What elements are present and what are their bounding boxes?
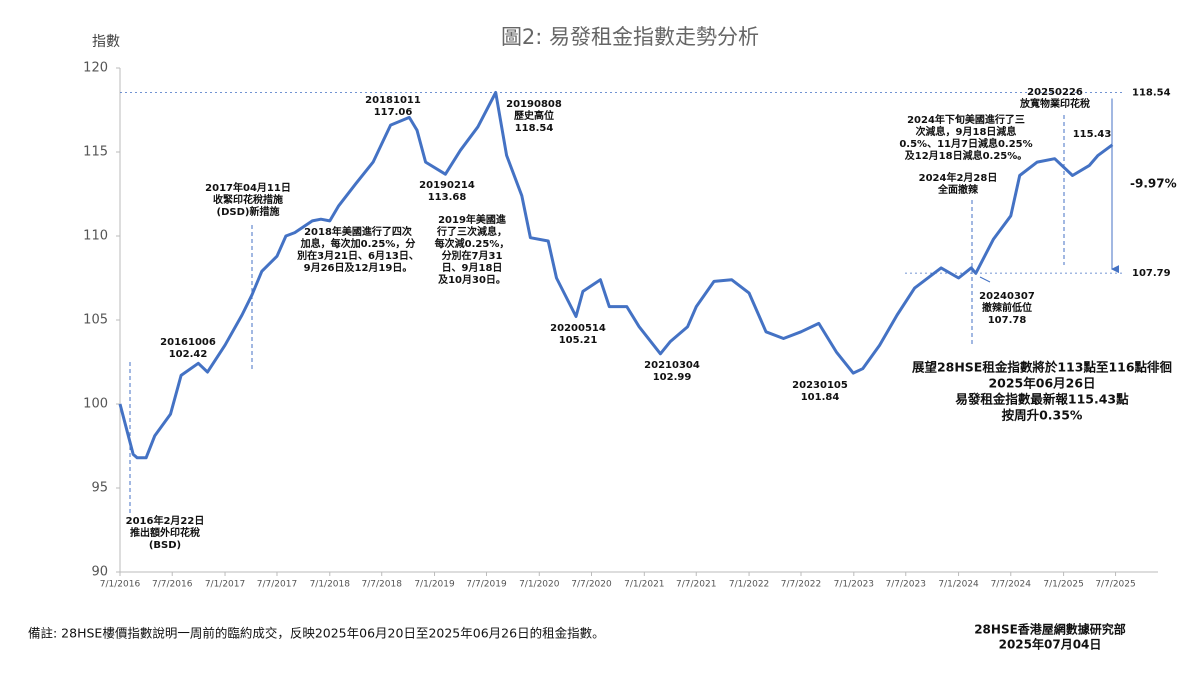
annotation: 118.54: [515, 123, 554, 134]
x-tick-label: 7/7/2022: [781, 580, 821, 590]
x-tick-label: 7/1/2019: [414, 580, 455, 590]
x-tick-label: 7/1/2023: [834, 580, 874, 590]
x-tick-label: 7/1/2018: [310, 580, 351, 590]
x-tick-label: 7/7/2025: [1095, 580, 1135, 590]
x-tick-label: 7/7/2024: [991, 580, 1032, 590]
annotation: 20210304: [644, 360, 700, 371]
annotation: 102.42: [169, 349, 208, 360]
annotation: 次減息，9月18日減息: [916, 125, 1017, 138]
outlook: 易發租金指數最新報115.43點: [955, 392, 1129, 407]
annotation: 分別在7月31: [442, 249, 503, 262]
annotation: 日、9月18日: [442, 262, 503, 274]
pointer: [979, 276, 991, 283]
annotation: 20181011: [365, 95, 421, 106]
y-tick-label: 120: [83, 61, 108, 76]
x-tick-label: 7/1/2016: [100, 580, 141, 590]
annotation: 每次減0.25%，: [435, 237, 510, 250]
x-tick-label: 7/7/2020: [571, 580, 612, 590]
annotation: 20190214: [419, 180, 475, 191]
annotation: (BSD): [149, 540, 181, 551]
reference-label: 118.54: [1132, 88, 1171, 99]
annotation: 20250226: [1027, 87, 1083, 98]
annotation: 2024年2月28日: [919, 171, 998, 184]
x-tick-label: 7/1/2017: [205, 580, 245, 590]
annotation: 20200514: [550, 323, 606, 334]
annotation: 20161006: [160, 337, 216, 348]
x-tick-label: 7/7/2016: [152, 580, 193, 590]
annotation: 2019年美國進: [438, 213, 507, 226]
annotation: 107.78: [988, 315, 1027, 326]
x-tick-label: 7/1/2020: [519, 580, 560, 590]
annotation: 2018年美國進行了四次: [304, 225, 412, 238]
x-tick-label: 7/1/2025: [1043, 580, 1083, 590]
x-tick-label: 7/7/2023: [886, 580, 926, 590]
annotation: 102.99: [653, 372, 692, 383]
annotation: 101.84: [801, 392, 840, 403]
y-tick-label: 110: [83, 229, 108, 244]
annotation: 117.06: [374, 107, 413, 118]
line: [118, 91, 1114, 460]
annotation: 113.68: [428, 192, 467, 203]
x-tick-label: 7/1/2024: [938, 580, 979, 590]
annotation: 推出額外印花稅: [130, 526, 200, 539]
chart-title: 圖2: 易發租金指數走勢分析: [501, 25, 759, 49]
annotation: 全面撤辣: [937, 183, 979, 196]
annotation: 105.21: [559, 335, 598, 346]
y-axis-label: 指數: [92, 34, 120, 50]
y-tick-label: 90: [91, 565, 108, 580]
annotation: 20240307: [979, 291, 1035, 302]
annotation: 20190808: [506, 99, 562, 110]
x-tick-label: 7/7/2018: [362, 580, 403, 590]
y-tick-label: 95: [91, 481, 108, 496]
outlook: 展望28HSE租金指數將於113點至116點徘徊: [912, 360, 1172, 375]
y-tick-label: 115: [83, 145, 108, 160]
outlook: 按周升0.35%: [1002, 408, 1083, 423]
annotation: 0.5%、11月7日減息0.25%: [899, 137, 1032, 150]
footnote: 備註: 28HSE樓價指數說明一周前的臨約成交，反映2025年06月20日至20…: [28, 626, 605, 641]
annotation: 歷史高位: [514, 109, 554, 122]
annotation: 2016年2月22日: [126, 514, 205, 527]
annotation: (DSD)新措施: [217, 205, 280, 218]
outlook: 2025年06月26日: [988, 376, 1095, 391]
source-date: 2025年07月04日: [999, 637, 1102, 652]
annotation: 撤辣前低位: [982, 301, 1032, 314]
x-tick-label: 7/1/2021: [624, 580, 664, 590]
x-tick-label: 7/7/2017: [257, 580, 297, 590]
annotation: 9月26日及12月19日。: [304, 262, 413, 274]
annotation: 行了三次減息，: [436, 225, 507, 238]
annotation: 放寬物業印花稅: [1019, 97, 1090, 110]
annotation: 20230105: [792, 380, 848, 391]
x-tick-label: 7/7/2019: [466, 580, 507, 590]
y-tick-label: 105: [83, 313, 108, 328]
annotation: 加息，每次加0.25%，分: [300, 237, 416, 250]
change-label: -9.97%: [1130, 177, 1177, 191]
x-tick-label: 7/1/2022: [729, 580, 769, 590]
annotation: 及12月18日減息0.25%。: [905, 149, 1028, 162]
annotation: 2024年下旬美國進行了三: [907, 113, 1025, 126]
annotation: 2017年04月11日: [205, 181, 291, 194]
source: 28HSE香港屋網數據研究部: [974, 622, 1126, 637]
x-tick-label: 7/7/2021: [676, 580, 716, 590]
annotation: 別在3月21日、6月13日、: [296, 249, 419, 262]
reference-label: 107.79: [1132, 268, 1171, 279]
annotation: 及10月30日。: [438, 274, 506, 286]
y-tick-label: 100: [83, 397, 108, 412]
annotation: 115.43: [1073, 129, 1112, 140]
annotation: 收緊印花稅措施: [213, 193, 283, 206]
